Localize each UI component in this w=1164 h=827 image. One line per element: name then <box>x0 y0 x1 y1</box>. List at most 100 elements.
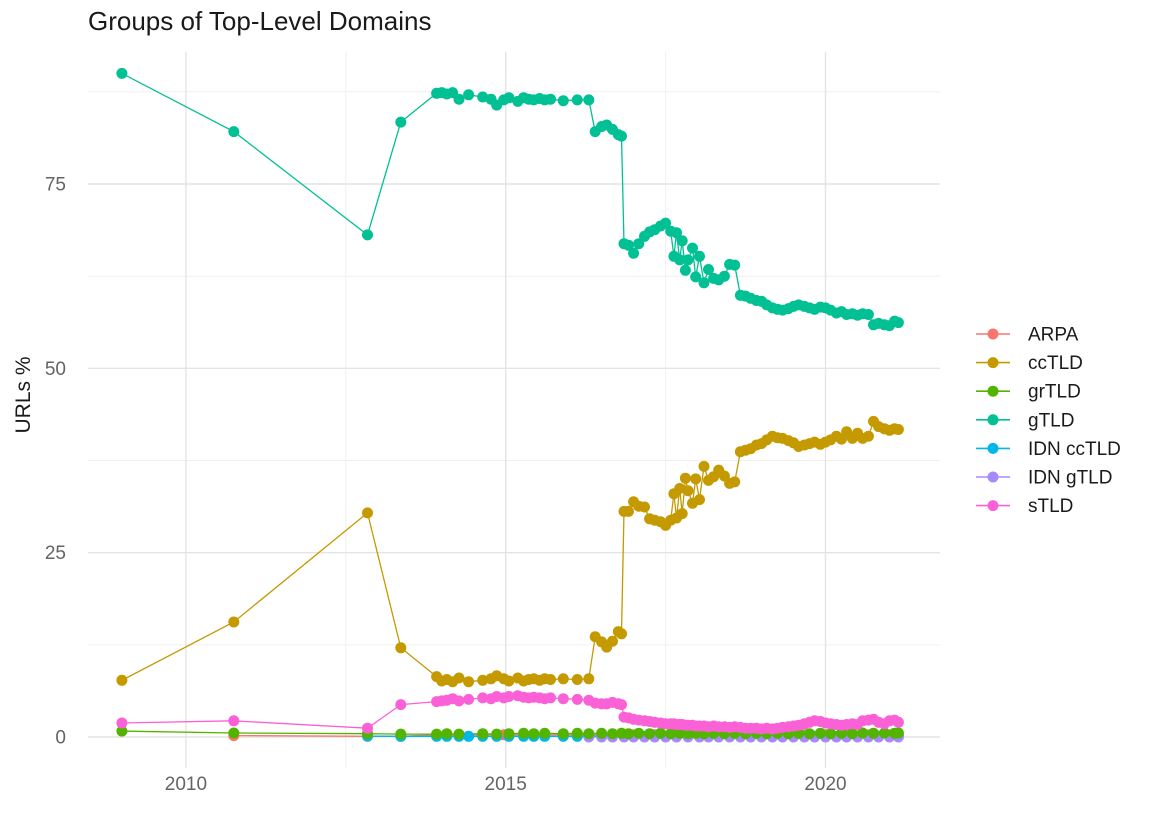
data-point <box>660 217 672 229</box>
data-point <box>477 692 489 704</box>
legend-item-arpa: ARPA <box>976 325 1079 346</box>
data-point <box>607 728 618 740</box>
data-point <box>463 693 475 705</box>
data-point <box>557 95 569 107</box>
data-point <box>690 271 702 283</box>
x-tick-label: 2020 <box>804 774 846 795</box>
data-point <box>477 674 489 686</box>
y-tick-label: 25 <box>45 543 66 564</box>
data-point <box>477 91 489 103</box>
data-point <box>671 227 682 239</box>
data-point <box>892 424 904 435</box>
data-point <box>571 674 583 685</box>
data-point <box>503 92 515 104</box>
x-axis-tick-labels: 2010 2015 2020 <box>165 774 847 795</box>
legend-label: ccTLD <box>1028 353 1083 374</box>
legend-item-gtld: gTLD <box>976 410 1074 431</box>
data-point <box>718 270 730 282</box>
y-tick-label: 0 <box>55 728 66 749</box>
data-point <box>228 126 240 138</box>
data-point <box>679 264 691 276</box>
data-point <box>703 264 714 275</box>
data-point <box>503 691 515 702</box>
legend-label: gTLD <box>1028 410 1074 431</box>
data-point <box>362 507 373 519</box>
data-point <box>571 727 583 739</box>
data-point <box>674 483 686 494</box>
data-point <box>690 473 702 485</box>
legend: ARPA ccTLD grTLD gTLD IDN ccTLD IDN gTLD sTLD <box>976 325 1121 517</box>
data-point <box>228 616 240 628</box>
series-points-cctld <box>116 415 904 688</box>
data-point <box>477 728 489 740</box>
legend-key-dot <box>987 500 999 512</box>
legend-label: ARPA <box>1028 325 1079 346</box>
data-point <box>878 727 890 739</box>
data-point <box>862 309 874 320</box>
data-point <box>679 472 691 484</box>
legend-item-idn-cctld: IDN ccTLD <box>976 439 1121 460</box>
data-point <box>682 485 694 497</box>
data-point <box>694 494 705 506</box>
legend-key-dot <box>987 385 999 397</box>
data-point <box>616 628 627 640</box>
data-point <box>583 94 595 106</box>
data-point <box>395 116 407 128</box>
data-point <box>698 460 710 472</box>
data-point <box>698 277 710 289</box>
series-points-gtld <box>116 67 904 332</box>
legend-key-dot <box>987 357 999 369</box>
data-point <box>596 727 608 739</box>
series-line-gtld <box>121 72 899 327</box>
data-point <box>395 642 407 654</box>
data-point <box>892 317 904 329</box>
data-point <box>557 728 569 740</box>
legend-label: grTLD <box>1028 382 1081 403</box>
data-point <box>441 728 453 740</box>
data-point <box>607 635 618 647</box>
data-point <box>862 430 874 442</box>
legend-key-dot <box>987 442 999 454</box>
data-point <box>583 728 595 740</box>
data-point <box>623 505 634 517</box>
data-point <box>892 727 904 739</box>
data-point <box>362 722 373 734</box>
gridlines <box>88 52 940 768</box>
data-point <box>228 727 240 739</box>
data-point <box>545 692 556 704</box>
data-point <box>655 727 666 739</box>
data-point <box>682 254 694 266</box>
legend-label: IDN gTLD <box>1028 468 1112 489</box>
data-point <box>571 94 583 106</box>
data-point <box>825 728 837 740</box>
data-point <box>892 716 904 728</box>
data-point <box>687 242 698 254</box>
data-point <box>623 728 634 740</box>
data-point <box>491 728 503 740</box>
data-point <box>116 674 128 686</box>
data-point <box>836 727 847 739</box>
data-point <box>362 229 373 241</box>
data-point <box>463 730 475 742</box>
data-point <box>395 728 407 740</box>
series-points-stld <box>116 690 904 735</box>
legend-label: IDN ccTLD <box>1028 439 1121 460</box>
data-point <box>694 250 705 262</box>
data-point <box>228 715 240 727</box>
data-point <box>116 67 128 79</box>
legend-item-cctld: ccTLD <box>976 353 1083 374</box>
data-point <box>453 728 465 740</box>
data-point <box>639 501 650 513</box>
data-point <box>623 239 634 251</box>
data-point <box>463 89 475 101</box>
data-point <box>729 259 741 271</box>
data-point <box>628 247 640 259</box>
data-point <box>868 727 879 739</box>
data-point <box>616 699 627 711</box>
data-point <box>116 725 128 737</box>
legend-item-idn-gtld: IDN gTLD <box>976 468 1112 489</box>
data-point <box>557 693 569 705</box>
data-point <box>633 238 645 250</box>
data-point <box>503 728 515 740</box>
